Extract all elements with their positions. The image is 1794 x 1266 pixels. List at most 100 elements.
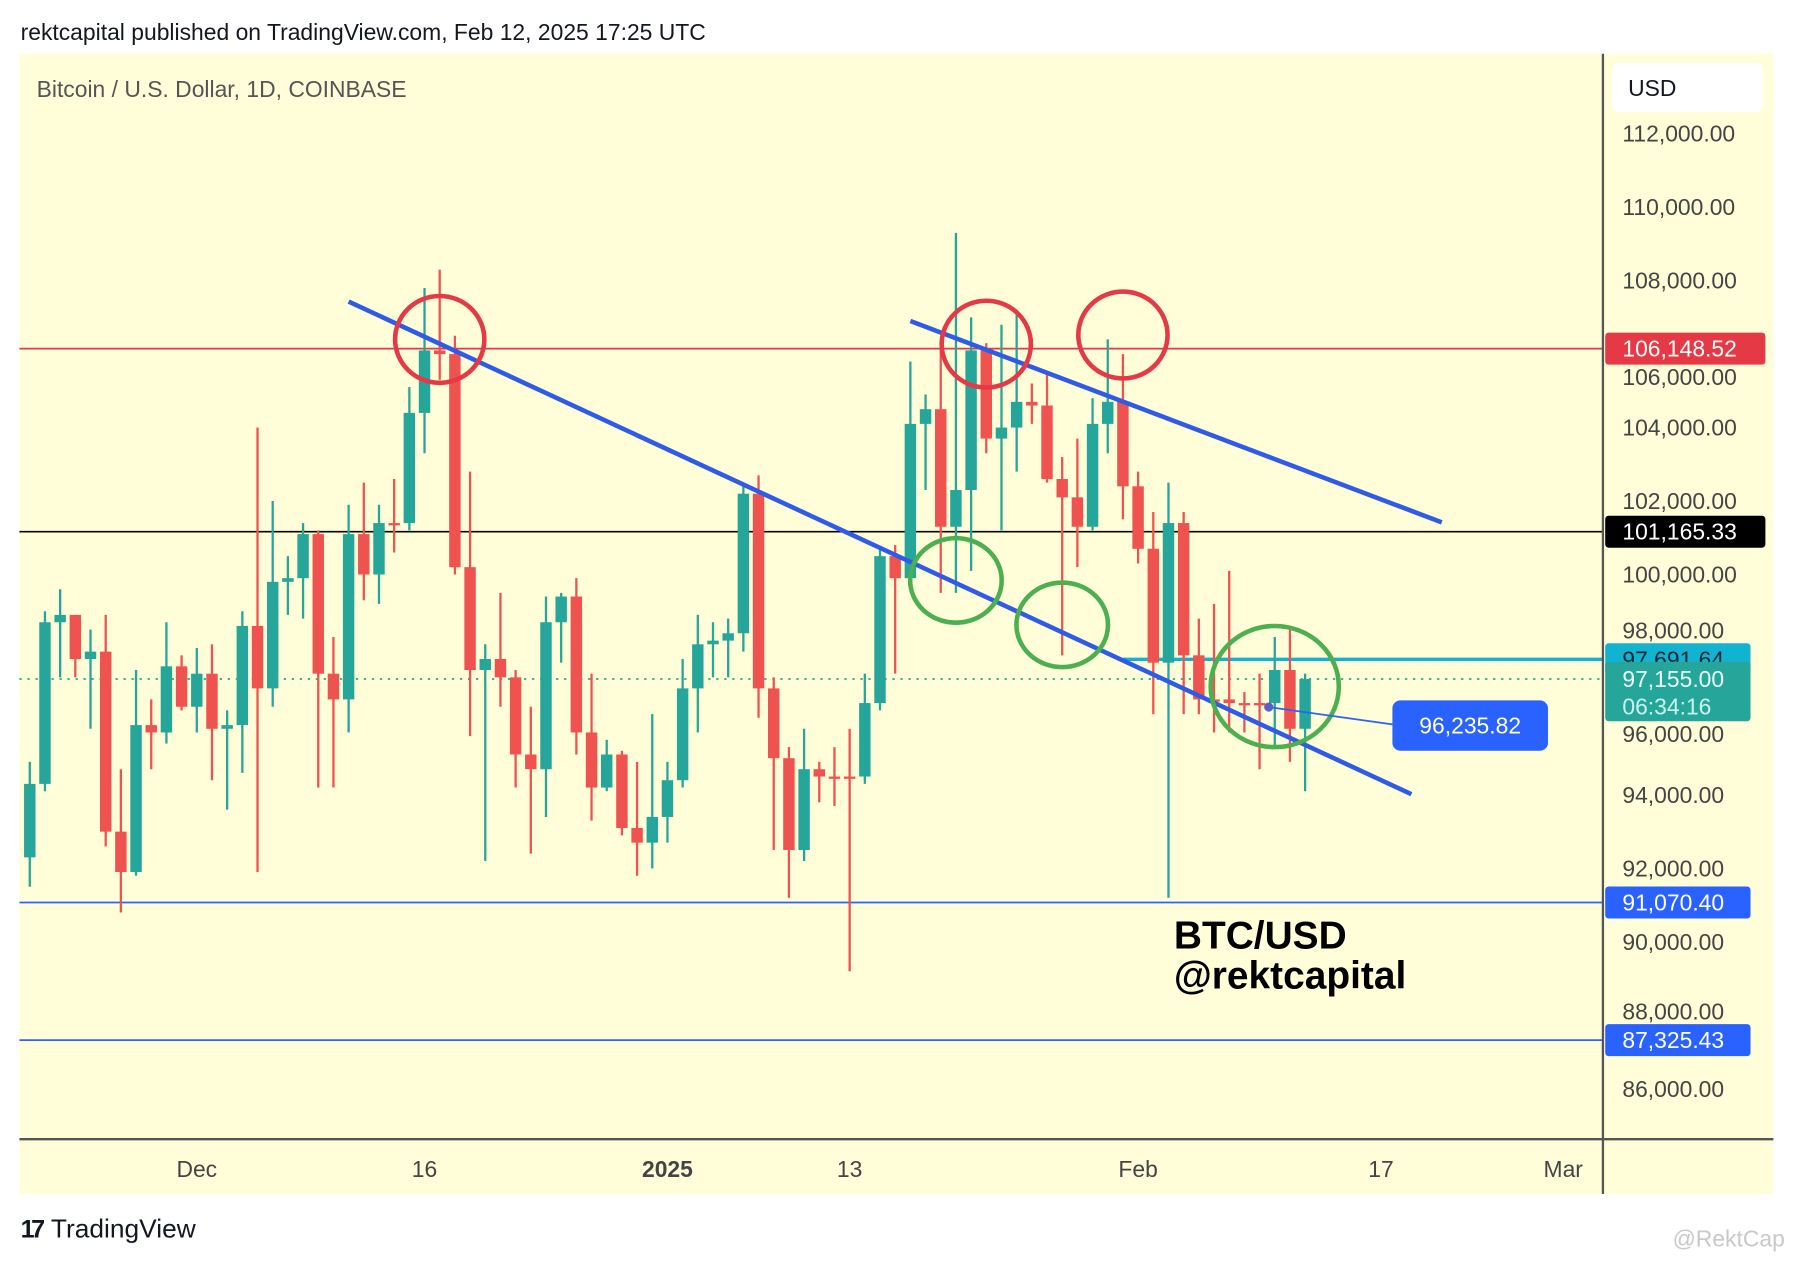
candle [661, 780, 674, 817]
candle [403, 412, 416, 524]
candle [722, 633, 734, 641]
candle [676, 688, 689, 781]
y-tick-label: 110,000.00 [1622, 194, 1735, 220]
candle [980, 350, 993, 439]
candle [1147, 548, 1160, 663]
candle [342, 534, 355, 700]
candle [24, 783, 36, 858]
trendline [909, 318, 1443, 525]
candle [631, 827, 643, 843]
candle [859, 703, 871, 777]
candle [1193, 655, 1205, 700]
candle [449, 354, 461, 568]
candle [783, 758, 795, 851]
candle [1056, 478, 1068, 498]
symbol-title: Bitcoin / U.S. Dollar, 1D, COINBASE [37, 76, 407, 102]
y-tick-label: 108,000.00 [1622, 268, 1736, 294]
candle [84, 651, 97, 659]
candle [1177, 523, 1190, 656]
candle [919, 409, 932, 424]
candle [373, 523, 385, 575]
author-watermark: @RektCap [1672, 1227, 1785, 1253]
x-tick-label: Feb [1118, 1156, 1157, 1182]
y-tick-label: 104,000.00 [1622, 415, 1736, 441]
callout-connector [1268, 706, 1393, 726]
price-callout-label: 96,235.82 [1419, 713, 1521, 739]
y-tick-label: 106,000.00 [1622, 364, 1736, 390]
price-axis-label: 106,148.52 [1622, 336, 1736, 362]
candle [889, 556, 901, 579]
candle [1132, 486, 1144, 549]
y-tick-label: 96,000.00 [1622, 721, 1724, 747]
candle [206, 673, 218, 729]
support-circle [907, 535, 1004, 625]
candle [266, 581, 279, 689]
watermark-symbol: BTC/USD [1174, 914, 1347, 957]
currency-selector[interactable] [1612, 62, 1764, 112]
candle [904, 423, 917, 579]
y-tick-label: 100,000.00 [1622, 562, 1736, 588]
price-axis-label-bg [1605, 886, 1751, 919]
x-tick-label: 13 [837, 1156, 862, 1182]
candle [707, 640, 719, 645]
tradingview-logo-icon: 17 [20, 1214, 46, 1243]
candle [601, 754, 613, 788]
watermark-author: @rektcapital [1174, 954, 1406, 997]
candle [99, 651, 112, 832]
candle [494, 658, 507, 678]
candle [585, 732, 598, 788]
candle [616, 754, 628, 828]
candle [737, 493, 750, 634]
y-tick-label: 102,000.00 [1622, 488, 1736, 514]
tradingview-logo[interactable]: 17 TradingView [21, 1213, 196, 1244]
candle [145, 725, 157, 733]
candle [282, 578, 294, 582]
candle [251, 625, 264, 689]
candle [479, 658, 491, 671]
x-tick-label: 2025 [642, 1156, 693, 1182]
candle [175, 666, 188, 707]
currency-label: USD [1628, 75, 1676, 101]
candle [1238, 703, 1251, 706]
candle [1223, 699, 1235, 704]
price-axis-label: 101,165.33 [1622, 519, 1736, 545]
price-axis-label-bg [1605, 515, 1766, 548]
y-tick-label: 94,000.00 [1622, 782, 1724, 808]
support-circle [1208, 623, 1342, 750]
candle [768, 688, 780, 759]
support-circle [1014, 580, 1111, 670]
candle [1026, 401, 1038, 406]
candle [692, 644, 704, 689]
x-tick-label: Dec [176, 1156, 217, 1182]
resistance-circle [392, 293, 487, 386]
candle [115, 831, 127, 873]
candle [1086, 423, 1099, 527]
candle [965, 350, 977, 491]
candle [130, 725, 142, 873]
candle [1284, 670, 1296, 729]
candle [1102, 401, 1114, 424]
chart-background [19, 53, 1774, 1195]
price-axis-label-bg [1605, 1024, 1751, 1057]
candle [828, 776, 841, 779]
candle [69, 614, 82, 659]
y-tick-label: 86,000.00 [1622, 1076, 1724, 1102]
candle [1269, 670, 1281, 704]
price-callout-box [1392, 700, 1549, 751]
resistance-circle [939, 298, 1034, 390]
candle [1010, 401, 1023, 428]
candle [1071, 497, 1084, 527]
bar-countdown-label: 06:34:16 [1622, 693, 1711, 719]
candle [191, 673, 203, 707]
candle [995, 427, 1008, 439]
candle [1041, 405, 1053, 479]
candle [950, 490, 962, 527]
candle [570, 596, 583, 733]
candle [843, 776, 856, 779]
candle [752, 493, 765, 689]
candle [1253, 703, 1266, 706]
y-tick-label: 92,000.00 [1622, 855, 1724, 881]
price-axis-label-bg [1605, 332, 1766, 365]
candle [358, 534, 370, 575]
